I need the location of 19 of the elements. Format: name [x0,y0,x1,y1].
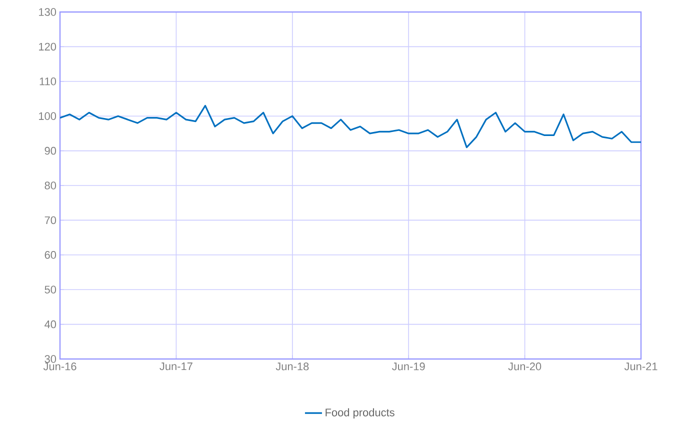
y-tick-label: 50 [44,286,56,294]
y-tick-label: 40 [44,320,56,328]
y-tick-label: 110 [40,78,56,86]
y-tick-label: 60 [44,251,56,259]
x-tick-label: Jun-19 [392,362,425,370]
y-tick-label: 100 [39,112,56,120]
x-tick-label: Jun-17 [160,362,192,370]
y-tick-label: 30 [44,355,56,363]
legend-label: Food products [326,408,394,419]
line-series [60,104,642,148]
y-tick-label: 120 [39,42,56,51]
y-tick-label: 130 [39,8,56,16]
y-tick-label: 70 [44,216,56,224]
y-tick-label: 90 [44,146,56,155]
x-tick-label: Jun-16 [43,362,76,370]
x-tick-label: Jun-18 [276,362,309,370]
x-tick-label: Jun-20 [508,362,542,370]
y-tick-label: 80 [44,182,56,190]
x-tick-label: Jun-21 [624,362,658,370]
